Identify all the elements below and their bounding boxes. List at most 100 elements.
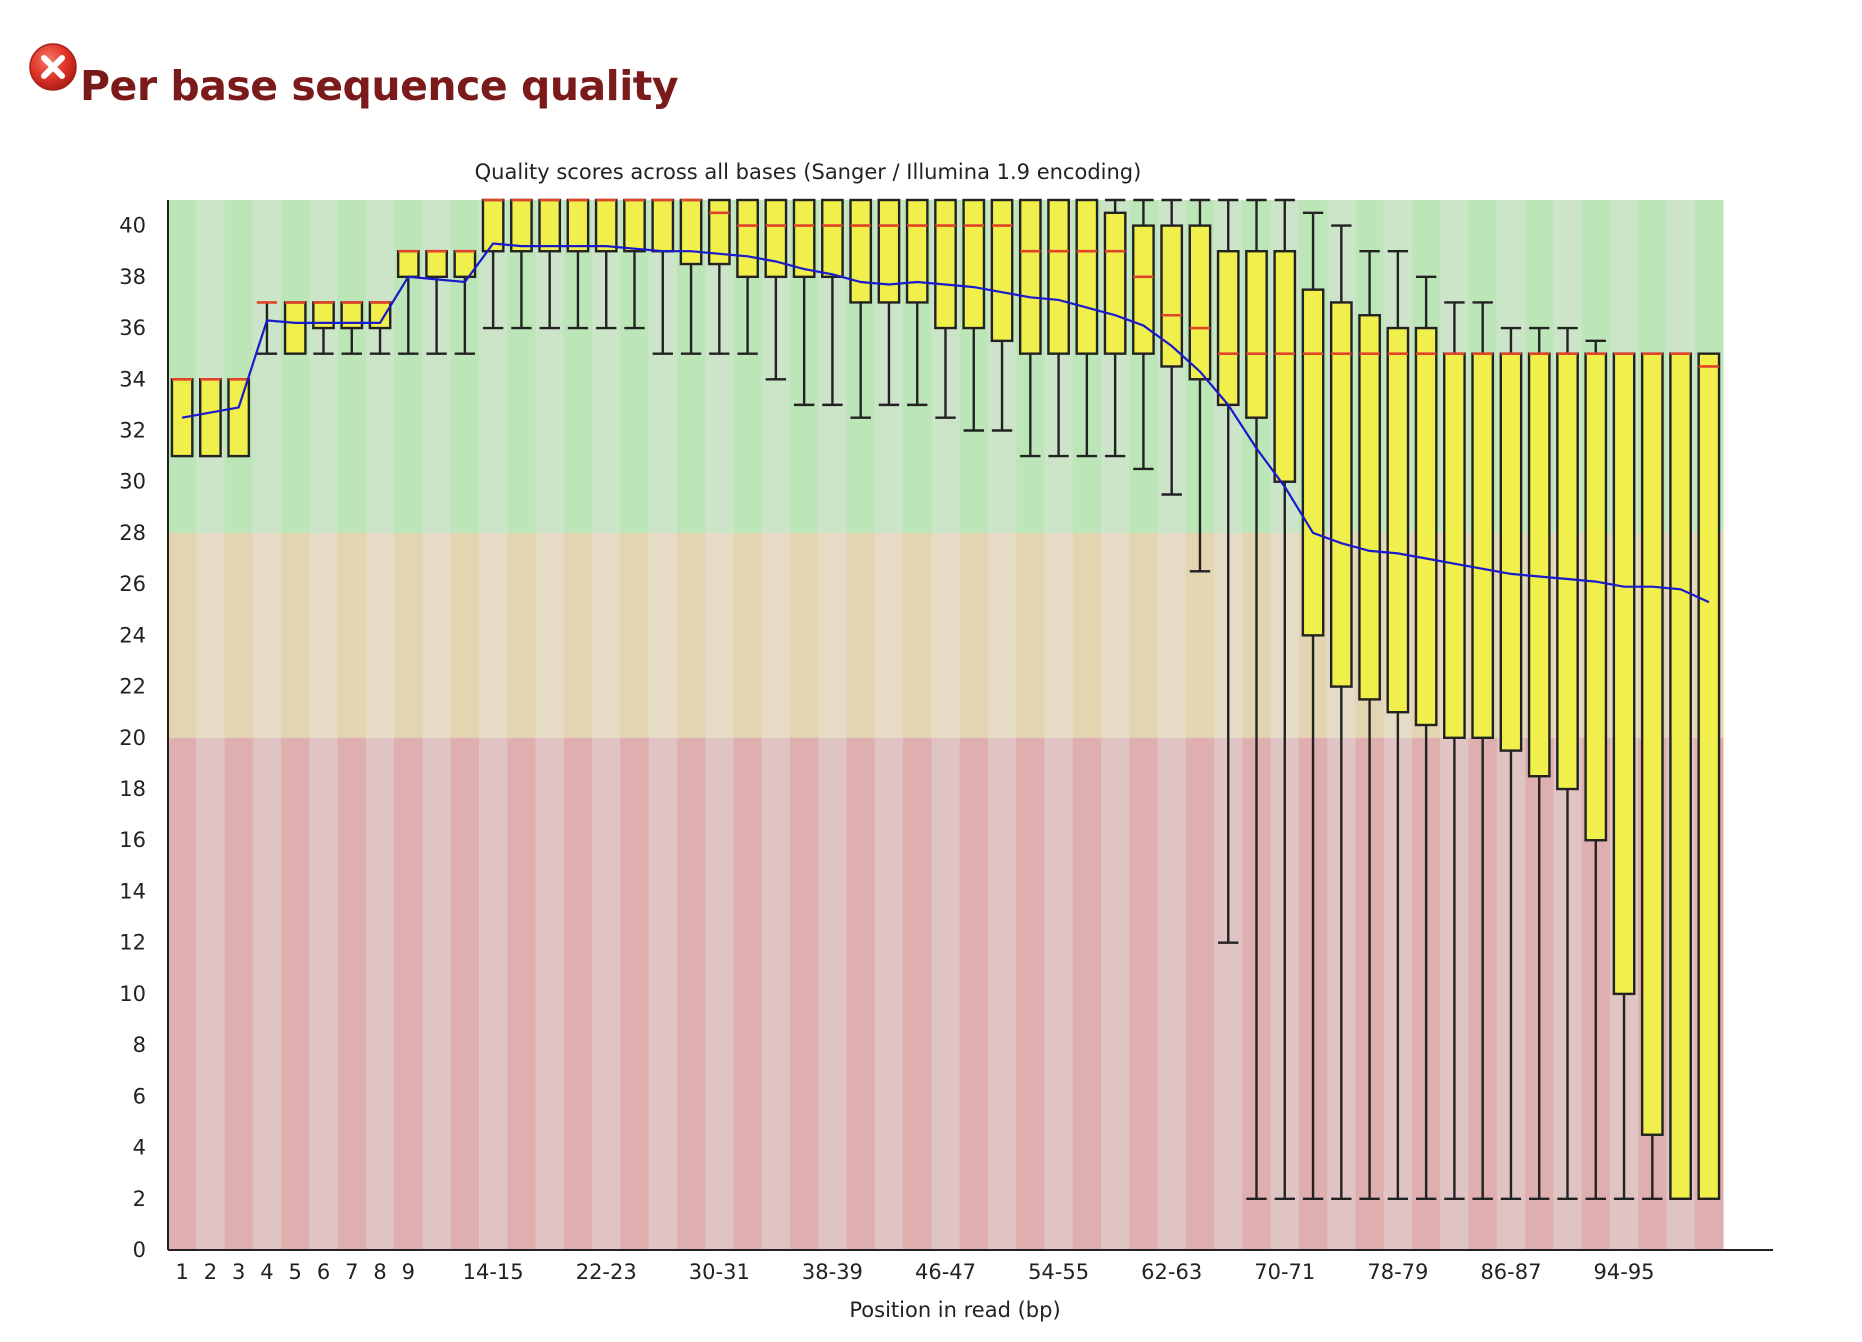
y-tick-label: 18 bbox=[119, 777, 146, 801]
band-fail-stripe bbox=[479, 737, 508, 1250]
box-position-98-99 bbox=[1669, 352, 1692, 1200]
band-good-stripe bbox=[281, 200, 310, 533]
box-position-60-61 bbox=[1132, 198, 1155, 471]
band-fail-stripe bbox=[394, 737, 423, 1250]
band-fail-stripe bbox=[1101, 737, 1130, 1250]
box-position-58-59 bbox=[1103, 198, 1127, 458]
box-position-46-47 bbox=[934, 198, 957, 419]
x-axis-label: Position in read (bp) bbox=[849, 1298, 1060, 1322]
box-position-94-95 bbox=[1612, 352, 1636, 1200]
band-warning-stripe bbox=[790, 532, 819, 738]
iqr-box bbox=[821, 198, 844, 279]
band-fail-stripe bbox=[987, 737, 1017, 1250]
band-fail-stripe bbox=[818, 737, 848, 1250]
iqr-box bbox=[1273, 250, 1297, 483]
y-tick-label: 16 bbox=[119, 828, 146, 852]
x-tick-label: 30-31 bbox=[689, 1260, 750, 1284]
band-warning-stripe bbox=[422, 532, 452, 738]
iqr-box bbox=[283, 301, 307, 355]
x-tick-label: 78-79 bbox=[1367, 1260, 1428, 1284]
band-warning-stripe bbox=[959, 532, 989, 738]
y-tick-label: 30 bbox=[119, 470, 146, 494]
box-position-88-89 bbox=[1527, 326, 1551, 1200]
band-warning-stripe bbox=[676, 532, 706, 738]
iqr-box bbox=[566, 198, 590, 253]
iqr-box bbox=[1103, 211, 1127, 355]
iqr-box bbox=[1301, 288, 1325, 637]
band-warning-stripe bbox=[1044, 532, 1074, 738]
iqr-box bbox=[594, 198, 618, 253]
box-position-8 bbox=[368, 301, 392, 355]
iqr-box bbox=[1358, 314, 1381, 701]
x-tick-label: 6 bbox=[317, 1260, 330, 1284]
y-tick-label: 8 bbox=[133, 1033, 146, 1057]
band-fail-stripe bbox=[1157, 737, 1187, 1250]
iqr-box bbox=[1584, 352, 1608, 842]
mean-line-group bbox=[181, 242, 1710, 604]
box-position-12-13 bbox=[453, 249, 477, 355]
x-axis-ticks: 1 2 3 4 5 6 7 8 9 14-15 22-23 30-31 38-39 46-47 54-55 6… bbox=[175, 1260, 1654, 1284]
iqr-box bbox=[792, 198, 816, 279]
band-fail-stripe bbox=[874, 737, 904, 1250]
iqr-box bbox=[425, 250, 448, 279]
x-tick-label: 38-39 bbox=[802, 1260, 863, 1284]
iqr-box bbox=[1612, 352, 1636, 996]
band-fail-stripe bbox=[1016, 737, 1045, 1250]
iqr-box bbox=[1329, 301, 1353, 688]
box-position-52-53 bbox=[1018, 198, 1042, 458]
iqr-box bbox=[1471, 352, 1495, 740]
iqr-box bbox=[707, 198, 731, 266]
box-position-20-21 bbox=[566, 198, 590, 330]
iqr-box bbox=[1640, 352, 1664, 1136]
band-good-stripe bbox=[168, 200, 197, 533]
y-tick-label: 22 bbox=[119, 675, 146, 699]
y-tick-label: 40 bbox=[119, 214, 146, 238]
box-position-86-87 bbox=[1499, 326, 1523, 1200]
box-position-22-23 bbox=[594, 198, 618, 330]
band-warning-stripe bbox=[507, 532, 537, 738]
band-warning-stripe bbox=[1101, 532, 1130, 738]
x-tick-label: 14-15 bbox=[463, 1260, 524, 1284]
box-position-24-25 bbox=[623, 198, 646, 330]
band-fail-stripe bbox=[676, 737, 706, 1250]
y-tick-label: 14 bbox=[119, 879, 146, 903]
iqr-box bbox=[1075, 198, 1099, 355]
box-position-10-11 bbox=[425, 249, 448, 355]
band-fail-stripe bbox=[309, 737, 339, 1250]
band-warning-stripe bbox=[224, 532, 254, 738]
x-tick-label: 4 bbox=[260, 1260, 273, 1284]
iqr-box bbox=[312, 301, 335, 330]
band-warning-stripe bbox=[563, 532, 593, 738]
section-heading: Per base sequence quality bbox=[28, 40, 679, 110]
iqr-box bbox=[340, 301, 364, 330]
y-tick-label: 12 bbox=[119, 931, 146, 955]
band-warning-stripe bbox=[337, 532, 367, 738]
band-good-stripe bbox=[196, 200, 226, 533]
box-position-34-35 bbox=[764, 198, 788, 381]
y-tick-label: 26 bbox=[119, 572, 146, 596]
iqr-box bbox=[1132, 224, 1155, 355]
box-position-96-97 bbox=[1640, 352, 1664, 1200]
iqr-box bbox=[623, 198, 646, 253]
iqr-box bbox=[538, 198, 562, 253]
band-warning-stripe bbox=[309, 532, 339, 738]
band-warning-stripe bbox=[252, 532, 282, 738]
band-warning-stripe bbox=[620, 532, 650, 738]
box-position-64-65 bbox=[1188, 198, 1212, 573]
band-good-stripe bbox=[224, 200, 254, 533]
y-tick-label: 24 bbox=[119, 623, 146, 647]
iqr-box bbox=[1245, 250, 1268, 419]
band-warning-stripe bbox=[931, 532, 961, 738]
band-warning-stripe bbox=[592, 532, 621, 738]
box-position-36-37 bbox=[792, 198, 816, 407]
band-good-stripe bbox=[337, 200, 367, 533]
band-fail-stripe bbox=[705, 737, 734, 1250]
box-position-68-69 bbox=[1245, 198, 1268, 1200]
x-tick-label: 2 bbox=[204, 1260, 217, 1284]
x-tick-label: 5 bbox=[289, 1260, 302, 1284]
band-warning-stripe bbox=[903, 532, 932, 738]
x-tick-label: 54-55 bbox=[1028, 1260, 1089, 1284]
band-warning-stripe bbox=[168, 532, 197, 738]
y-tick-label: 20 bbox=[119, 726, 146, 750]
band-warning-stripe bbox=[196, 532, 226, 738]
